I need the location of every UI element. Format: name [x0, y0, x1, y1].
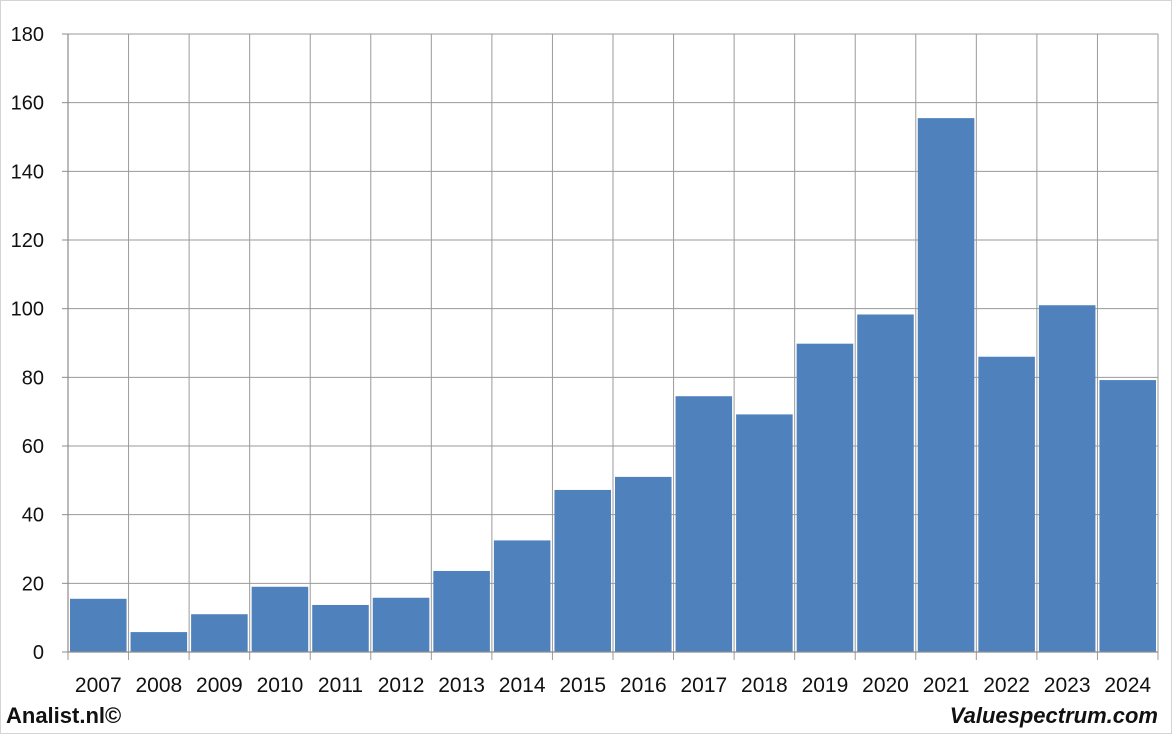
x-tick-label: 2023: [1044, 674, 1091, 697]
x-tick-label: 2007: [75, 674, 122, 697]
x-tick-label: 2009: [196, 674, 243, 697]
x-tick-labels: 2007 2008 2009 2010 2011 2012 2013 2014 2015 2016…: [75, 674, 1151, 697]
x-tick-label: 2021: [923, 674, 970, 697]
x-tick-label: 2015: [559, 674, 606, 697]
bar-2014: [493, 540, 551, 652]
x-tick-label: 2020: [862, 674, 909, 697]
y-tick-label: 40: [22, 505, 44, 527]
x-tick-label: 2012: [378, 674, 425, 697]
bar-2011: [312, 604, 369, 652]
x-tick-label: 2010: [257, 674, 304, 697]
bar-2008: [130, 632, 188, 652]
bar-2009: [191, 614, 248, 652]
bar-2010: [251, 586, 309, 652]
footer-source-left: Analist.nl©: [6, 703, 122, 728]
footer-source-right: Valuespectrum.com: [949, 703, 1158, 728]
y-tick-label: 60: [22, 436, 44, 458]
bar-2022: [978, 356, 1035, 652]
x-tick-label: 2022: [983, 674, 1030, 697]
bar-2020: [857, 314, 914, 652]
bar-2015: [554, 489, 611, 652]
bar-2013: [433, 570, 490, 652]
x-tick-label: 2011: [318, 674, 363, 697]
bars: [70, 118, 1156, 652]
y-tick-label: 80: [22, 367, 44, 389]
bar-2024: [1099, 380, 1156, 652]
y-tick-label: 180: [11, 24, 44, 46]
x-tick-label: 2017: [680, 674, 727, 697]
y-tick-label: 140: [11, 161, 44, 183]
x-tick-label: 2019: [802, 674, 849, 697]
bar-2016: [615, 476, 672, 652]
y-tick-label: 120: [11, 230, 44, 252]
bar-2019: [796, 343, 854, 652]
x-tick-label: 2016: [620, 674, 667, 697]
bar-2018: [736, 414, 793, 652]
bar-2007: [70, 598, 127, 652]
x-tick-label: 2024: [1104, 674, 1151, 697]
bar-2021: [917, 118, 975, 652]
bar-2023: [1038, 305, 1096, 652]
y-tick-label: 0: [33, 642, 44, 664]
y-tick-label: 20: [22, 573, 44, 595]
x-tick-label: 2008: [135, 674, 182, 697]
x-tick-label: 2018: [741, 674, 788, 697]
y-tick-labels: 0 20 40 60 80 100 120 140 160 180: [11, 24, 44, 664]
axes: [62, 33, 1158, 653]
bar-2017: [675, 396, 733, 652]
y-tick-label: 160: [11, 93, 44, 115]
y-tick-label: 100: [11, 299, 44, 321]
x-tick-label: 2013: [438, 674, 485, 697]
bar-2012: [372, 597, 430, 652]
x-tick-label: 2014: [499, 674, 546, 697]
